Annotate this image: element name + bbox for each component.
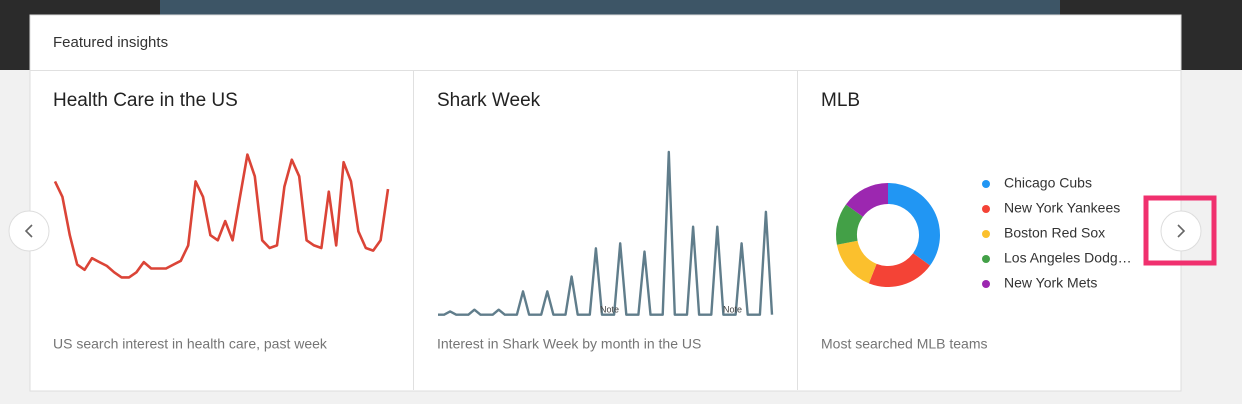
note-label: Note <box>723 304 742 314</box>
highlight-box <box>1143 195 1217 266</box>
note-label: Note <box>600 304 619 314</box>
legend-label: Chicago Cubs <box>1004 175 1092 191</box>
donut-slice <box>888 183 940 266</box>
legend-dot <box>982 205 990 213</box>
next-circle[interactable] <box>1160 210 1202 252</box>
donut-slice <box>868 253 931 287</box>
hero-image <box>160 0 1060 15</box>
donut-slice <box>845 183 888 217</box>
legend-dot <box>982 180 990 188</box>
sparkline <box>53 153 390 279</box>
card-title: MLB <box>821 90 860 111</box>
legend-dot <box>982 280 990 288</box>
legend-label: New York Mets <box>1004 275 1097 291</box>
legend-label: Los Angeles Dodg… <box>1004 250 1132 266</box>
card-header: Featured insights <box>53 34 168 51</box>
donut-slice <box>836 240 877 284</box>
card-caption: Most searched MLB teams <box>821 336 988 352</box>
next-button[interactable] <box>1160 210 1202 252</box>
card-caption: Interest in Shark Week by month in the U… <box>437 336 701 352</box>
legend-dot <box>982 255 990 263</box>
card-caption: US search interest in health care, past … <box>53 336 328 352</box>
insights-card <box>29 14 1182 392</box>
card-title: Health Care in the US <box>53 90 238 111</box>
sparkline <box>438 150 774 316</box>
prev-button[interactable] <box>8 210 50 252</box>
donut-slice <box>836 204 863 245</box>
legend-dot <box>982 230 990 238</box>
card-title: Shark Week <box>437 90 541 111</box>
next-icon[interactable] <box>1177 224 1186 238</box>
legend-label: New York Yankees <box>1004 200 1120 216</box>
legend-label: Boston Red Sox <box>1004 225 1105 241</box>
prev-circle[interactable] <box>8 210 50 252</box>
prev-icon[interactable] <box>24 224 33 238</box>
